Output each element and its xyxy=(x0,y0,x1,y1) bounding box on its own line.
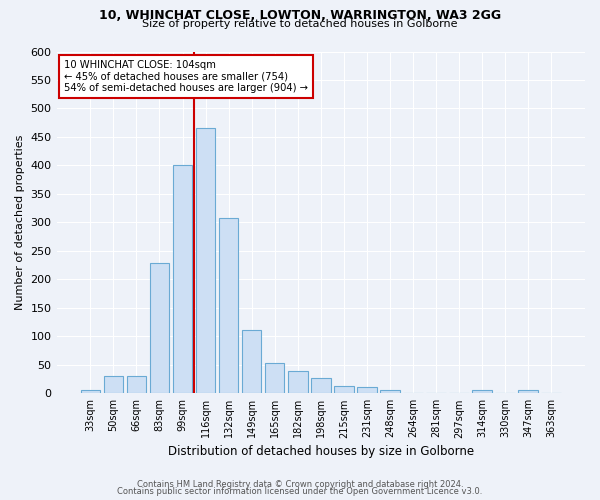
Text: 10 WHINCHAT CLOSE: 104sqm
← 45% of detached houses are smaller (754)
54% of semi: 10 WHINCHAT CLOSE: 104sqm ← 45% of detac… xyxy=(64,60,308,93)
Y-axis label: Number of detached properties: Number of detached properties xyxy=(15,134,25,310)
X-axis label: Distribution of detached houses by size in Golborne: Distribution of detached houses by size … xyxy=(168,444,474,458)
Bar xyxy=(357,387,377,394)
Text: Contains public sector information licensed under the Open Government Licence v3: Contains public sector information licen… xyxy=(118,487,482,496)
Bar xyxy=(104,376,123,394)
Bar xyxy=(380,390,400,394)
Bar xyxy=(80,390,100,394)
Text: Contains HM Land Registry data © Crown copyright and database right 2024.: Contains HM Land Registry data © Crown c… xyxy=(137,480,463,489)
Bar xyxy=(219,218,238,394)
Bar xyxy=(242,330,262,394)
Bar xyxy=(334,386,353,394)
Bar xyxy=(288,370,308,394)
Bar xyxy=(149,264,169,394)
Bar xyxy=(265,362,284,394)
Text: Size of property relative to detached houses in Golborne: Size of property relative to detached ho… xyxy=(142,19,458,29)
Bar xyxy=(518,390,538,394)
Bar xyxy=(311,378,331,394)
Bar xyxy=(127,376,146,394)
Bar xyxy=(173,166,193,394)
Bar xyxy=(196,128,215,394)
Bar xyxy=(472,390,492,394)
Text: 10, WHINCHAT CLOSE, LOWTON, WARRINGTON, WA3 2GG: 10, WHINCHAT CLOSE, LOWTON, WARRINGTON, … xyxy=(99,9,501,22)
